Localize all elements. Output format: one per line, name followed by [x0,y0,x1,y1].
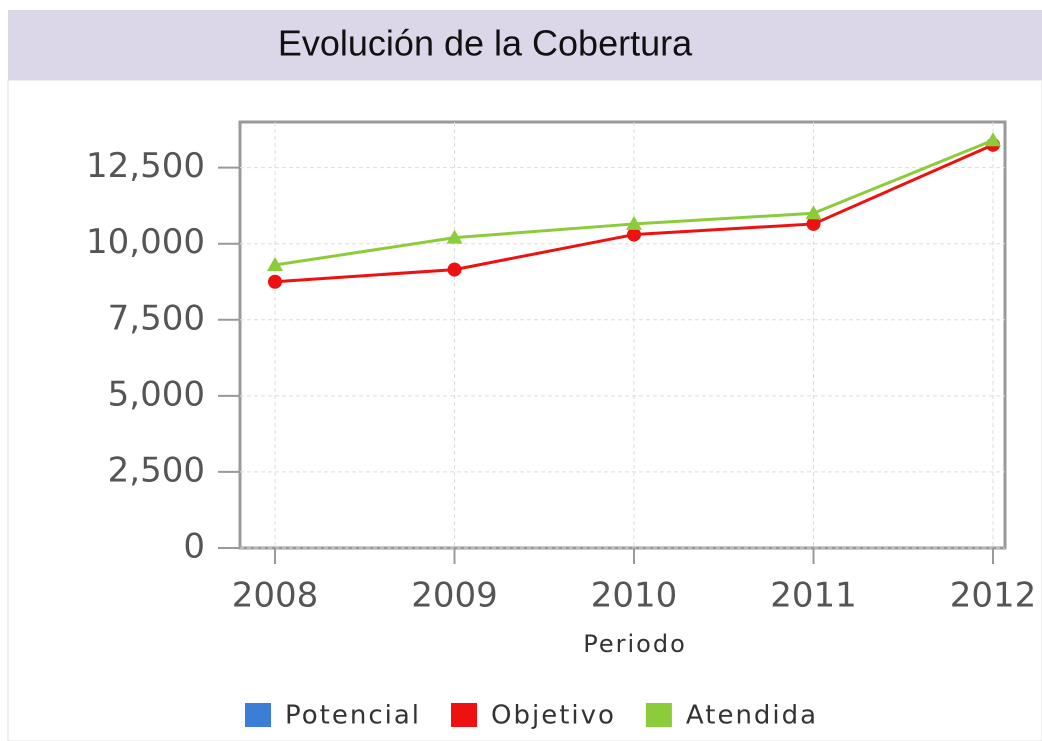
legend-swatch [451,703,478,727]
legend-swatch [645,703,672,727]
point-marker [447,262,462,277]
legend-swatch [245,703,271,727]
plot-area [238,120,1007,550]
y-tick-label: 5,000 [108,374,205,414]
point-marker [267,257,283,272]
point-marker [626,215,642,230]
point-marker [627,227,641,242]
point-marker [805,205,822,220]
legend-label: Potencial [285,701,421,731]
y-tick-label: 12,500 [86,146,205,186]
point-marker [268,274,282,289]
legend-label: Atendida [686,701,818,731]
title-bar [8,10,1042,80]
x-axis-label: Periodo [583,630,687,658]
y-tick-label: 10,000 [86,222,205,262]
y-tick-label: 7,500 [108,298,205,338]
point-marker [985,132,1001,147]
y-tick-label: 0 [183,527,205,567]
chart-title: Evolución de la Cobertura [278,23,693,64]
x-tick-label: 2008 [232,576,319,616]
point-marker [806,216,821,231]
x-tick-label: 2009 [411,576,498,616]
point-marker [446,229,463,244]
x-tick-label: 2010 [591,576,678,616]
legend-label: Objetivo [491,701,616,731]
x-tick-label: 2012 [950,576,1037,616]
x-tick-label: 2011 [770,576,857,616]
y-tick-label: 2,500 [108,450,205,490]
